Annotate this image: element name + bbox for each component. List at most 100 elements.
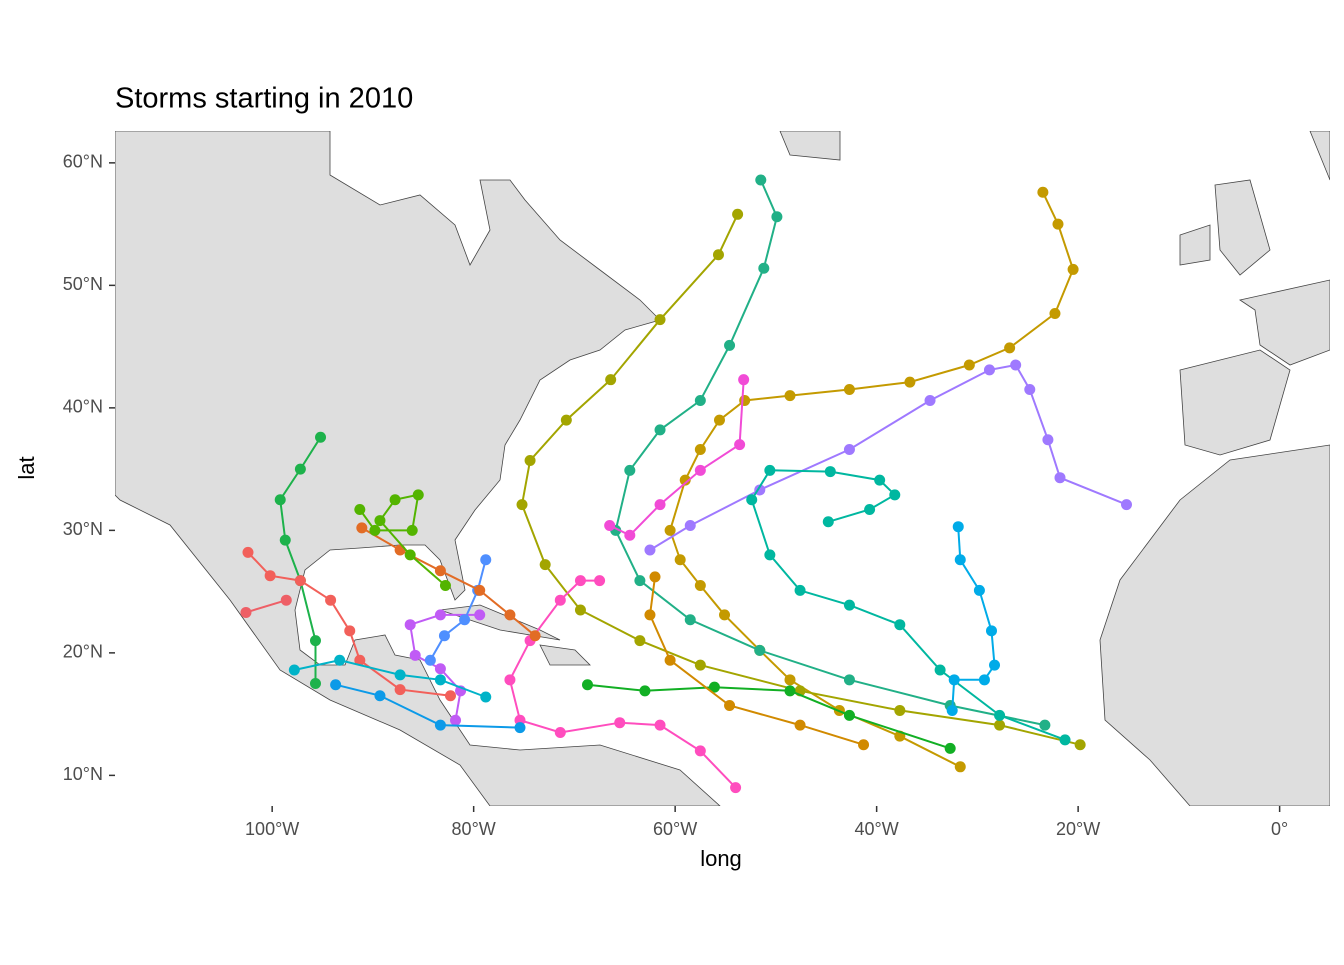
storm-point: [684, 614, 696, 626]
storm-point: [504, 674, 516, 686]
storm-point: [529, 630, 541, 642]
storm-point: [754, 644, 766, 656]
storm-point: [734, 439, 746, 451]
storm-track: [335, 683, 521, 729]
storm-point: [354, 504, 366, 516]
storm-point: [634, 575, 646, 587]
storm-point: [684, 519, 696, 531]
storm-point: [1010, 359, 1022, 371]
storm-point: [764, 464, 776, 476]
storm-point: [644, 544, 656, 556]
storm-point: [444, 690, 456, 702]
storm-point: [694, 395, 706, 407]
storm-point: [1042, 434, 1054, 446]
storm-point: [954, 554, 966, 566]
storm-point: [582, 679, 593, 691]
iberia: [1179, 349, 1291, 456]
storm-point: [794, 719, 806, 731]
storm-point: [389, 494, 401, 506]
storm-point: [654, 719, 666, 731]
storm-point: [784, 390, 796, 402]
storm-point: [240, 606, 252, 618]
storm-point: [354, 654, 366, 666]
x-tick-label: 0°: [1271, 819, 1288, 839]
storm-point: [605, 374, 617, 386]
storm-point: [264, 570, 276, 582]
storm-point: [946, 704, 958, 716]
storm-point: [694, 464, 706, 476]
storm-point: [794, 584, 806, 596]
ireland: [1179, 224, 1211, 266]
chart-title: Storms starting in 2010: [115, 83, 413, 115]
storm-point: [554, 594, 566, 606]
storm-point: [694, 444, 706, 456]
storm-point: [758, 262, 770, 274]
storm-point: [325, 594, 337, 606]
storm-point: [843, 674, 855, 686]
storm-point: [724, 339, 736, 351]
north-america: [115, 131, 721, 806]
storm-point: [279, 534, 291, 546]
storm-track: [669, 191, 1075, 768]
storm-point: [560, 414, 572, 426]
storm-point: [1067, 263, 1079, 275]
storm-point: [309, 677, 321, 689]
storm-point: [330, 679, 342, 691]
storm-track: [245, 599, 287, 614]
storm-point: [474, 609, 486, 621]
storm-point: [989, 659, 1001, 671]
y-axis-title: lat: [14, 456, 39, 479]
storm-point: [664, 524, 676, 536]
storm-point: [824, 466, 836, 478]
storm-point: [404, 619, 416, 631]
storm-point: [288, 664, 300, 676]
storm-point: [480, 691, 492, 703]
storm-point: [434, 674, 446, 686]
storm-point: [504, 609, 516, 621]
storm-point: [822, 516, 834, 528]
storm-point: [242, 546, 254, 558]
storm-point: [843, 444, 855, 456]
britain: [1214, 179, 1271, 276]
storm-point: [654, 314, 666, 326]
storm-point: [624, 529, 636, 541]
storm-point: [1054, 472, 1066, 484]
storm-point: [459, 614, 471, 626]
storm-point: [1039, 719, 1051, 731]
storm-point: [274, 494, 286, 506]
storm-point: [973, 584, 985, 596]
storm-point: [983, 364, 995, 376]
storm-point: [639, 685, 651, 697]
storm-point: [679, 474, 691, 486]
y-tick-label: 30°N: [63, 519, 103, 539]
hispaniola: [539, 644, 591, 666]
storm-point: [344, 625, 356, 637]
storm-point: [394, 669, 406, 681]
storm-point: [784, 674, 796, 686]
storm-point: [952, 521, 964, 533]
storm-point: [664, 654, 676, 666]
storm-point: [516, 499, 528, 511]
storm-track: [648, 576, 864, 746]
storm-point: [843, 383, 855, 395]
y-tick-label: 60°N: [63, 152, 103, 172]
storm-point: [1052, 218, 1064, 230]
storm-point: [874, 474, 886, 486]
storm-point: [604, 519, 616, 531]
y-tick-label: 20°N: [63, 642, 103, 662]
storm-point: [944, 742, 956, 754]
storm-point: [434, 719, 446, 731]
storm-point: [978, 674, 990, 686]
storm-point: [409, 649, 421, 661]
storm-point: [894, 619, 906, 631]
storm-point: [1059, 734, 1071, 746]
tracks: [240, 174, 1132, 794]
cuba: [439, 604, 561, 641]
storm-point: [649, 571, 661, 583]
x-axis-title: long: [700, 846, 742, 871]
storm-point: [843, 709, 855, 721]
y-tick-label: 10°N: [63, 764, 103, 784]
storm-track: [750, 469, 1066, 741]
storm-point: [574, 604, 586, 616]
